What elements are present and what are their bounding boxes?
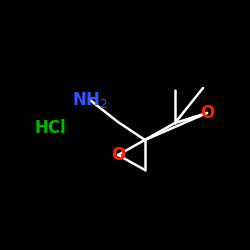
Text: O: O bbox=[111, 146, 125, 164]
Text: O: O bbox=[200, 104, 214, 122]
Text: HCl: HCl bbox=[34, 119, 66, 137]
Text: NH$_2$: NH$_2$ bbox=[72, 90, 108, 110]
